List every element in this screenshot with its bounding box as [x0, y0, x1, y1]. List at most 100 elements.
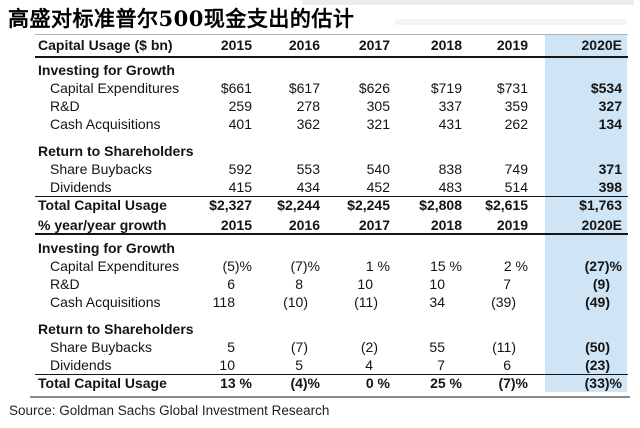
value-cell: 25 %: [430, 375, 462, 391]
value-cell: 4: [365, 357, 373, 373]
value-cell: $617: [288, 80, 320, 96]
group-title: Investing for Growth: [38, 240, 175, 256]
table-row: Share Buybacks 5 (7) (2) 55 (11) (50): [35, 338, 628, 356]
table-header-row: % year/year growth 2015 2016 2017 2018 2019 20…: [35, 218, 628, 235]
value-cell: 434: [296, 179, 320, 195]
value-cell: 7: [503, 276, 511, 292]
capital-usage-tables: Capital Usage ($ bn) 2015 2016 2017 2018 2019…: [35, 34, 628, 392]
group-header-row: Investing for Growth: [35, 61, 628, 79]
value-cell: 337: [438, 98, 462, 114]
value-cell: (7)%: [498, 375, 528, 391]
row-label: Cash Acquisitions: [50, 116, 161, 132]
row-label: R&D: [50, 276, 80, 292]
value-cell: (11): [492, 339, 516, 355]
group-header-row: Investing for Growth: [35, 239, 628, 257]
total-row: Total Capital Usage 13 % (4)% 0 % 25 % (7)% (3…: [35, 374, 628, 392]
value-cell: 7: [437, 357, 445, 373]
value-cell: $731: [496, 80, 528, 96]
value-cell: 278: [296, 98, 320, 114]
value-cell: (33)%: [584, 375, 622, 391]
row-label: R&D: [50, 98, 80, 114]
column-header-2018: 2018: [430, 37, 462, 53]
value-cell: 398: [598, 179, 622, 195]
value-cell: $2,245: [347, 197, 390, 213]
value-cell: 34: [429, 294, 445, 310]
table-row: Capital Expenditures $661 $617 $626 $719 $731…: [35, 79, 628, 97]
value-cell: 371: [598, 161, 622, 177]
value-cell: 305: [366, 98, 390, 114]
value-cell: 452: [366, 179, 390, 195]
value-cell: (5)%: [222, 258, 252, 274]
table-row: Dividends 10 5 4 7 6 (23): [35, 356, 628, 374]
column-header-2017: 2017: [358, 217, 390, 233]
value-cell: 6: [503, 357, 511, 373]
value-cell: (11): [354, 294, 378, 310]
image-artifact: [395, 19, 627, 25]
group-title: Investing for Growth: [38, 62, 175, 78]
total-row: Total Capital Usage $2,327 $2,244 $2,245 $2,…: [35, 196, 628, 214]
group-header-row: Return to Shareholders: [35, 320, 628, 338]
value-cell: 13 %: [220, 375, 252, 391]
value-cell: 134: [598, 116, 622, 132]
value-cell: 327: [598, 98, 622, 114]
value-cell: 8: [295, 276, 303, 292]
value-cell: 259: [228, 98, 252, 114]
table-header-label: % year/year growth: [38, 217, 167, 233]
source-attribution: Source: Goldman Sachs Global Investment …: [9, 403, 330, 418]
table-row: Cash Acquisitions 118 (10) (11) 34 (39) (49): [35, 293, 628, 311]
value-cell: 5: [227, 339, 235, 355]
row-label: Dividends: [50, 179, 112, 195]
column-header-2017: 2017: [358, 37, 390, 53]
value-cell: 553: [296, 161, 320, 177]
table-row: Cash Acquisitions 401 362 321 431 262 134: [35, 115, 628, 133]
row-label: Cash Acquisitions: [50, 294, 161, 310]
column-header-2020e: 2020E: [581, 217, 622, 233]
row-label: Share Buybacks: [50, 161, 152, 177]
table-row: R&D 6 8 10 10 7 (9): [35, 275, 628, 293]
value-cell: 483: [438, 179, 462, 195]
value-cell: 118: [212, 294, 235, 310]
table-header-label: Capital Usage ($ bn): [38, 37, 173, 53]
value-cell: 262: [504, 116, 528, 132]
value-cell: $661: [220, 80, 252, 96]
value-cell: 10: [357, 276, 373, 292]
value-cell: $719: [430, 80, 462, 96]
column-header-2020e: 2020E: [581, 37, 622, 53]
table-row: Capital Expenditures (5)% (7)% 1 % 15 % 2 % (2…: [35, 257, 628, 275]
value-cell: (7): [290, 339, 308, 355]
value-cell: 2 %: [503, 258, 528, 274]
value-cell: 362: [296, 116, 320, 132]
row-label: Dividends: [50, 357, 112, 373]
value-cell: 10: [219, 357, 235, 373]
value-cell: $1,763: [579, 197, 622, 213]
table-row: Share Buybacks 592 553 540 838 749 371: [35, 160, 628, 178]
column-header-2019: 2019: [496, 217, 528, 233]
value-cell: $2,808: [419, 197, 462, 213]
table-header-row: Capital Usage ($ bn) 2015 2016 2017 2018 2019…: [35, 34, 628, 58]
value-cell: $2,327: [209, 197, 252, 213]
group-title: Return to Shareholders: [38, 321, 194, 337]
value-cell: 749: [504, 161, 528, 177]
value-cell: 415: [228, 179, 252, 195]
table-row: Dividends 415 434 452 483 514 398: [35, 178, 628, 196]
value-cell: $2,615: [485, 197, 528, 213]
value-cell: 514: [504, 179, 528, 195]
yoy-growth-table: % year/year growth 2015 2016 2017 2018 2019 20…: [35, 218, 628, 392]
footer-divider: [30, 396, 630, 398]
value-cell: (23): [585, 357, 610, 373]
column-header-2019: 2019: [496, 37, 528, 53]
value-cell: 6: [227, 276, 235, 292]
value-cell: $2,244: [277, 197, 320, 213]
value-cell: 401: [228, 116, 252, 132]
value-cell: (39): [491, 294, 516, 310]
capital-usage-table: Capital Usage ($ bn) 2015 2016 2017 2018 2019…: [35, 34, 628, 218]
value-cell: 55: [429, 339, 445, 355]
value-cell: (4)%: [290, 375, 320, 391]
value-cell: (50): [585, 339, 610, 355]
value-cell: (49): [585, 294, 610, 310]
value-cell: $626: [358, 80, 390, 96]
table-row: R&D 259 278 305 337 359 327: [35, 97, 628, 115]
value-cell: (9): [592, 276, 610, 292]
row-label: Capital Expenditures: [50, 258, 180, 274]
